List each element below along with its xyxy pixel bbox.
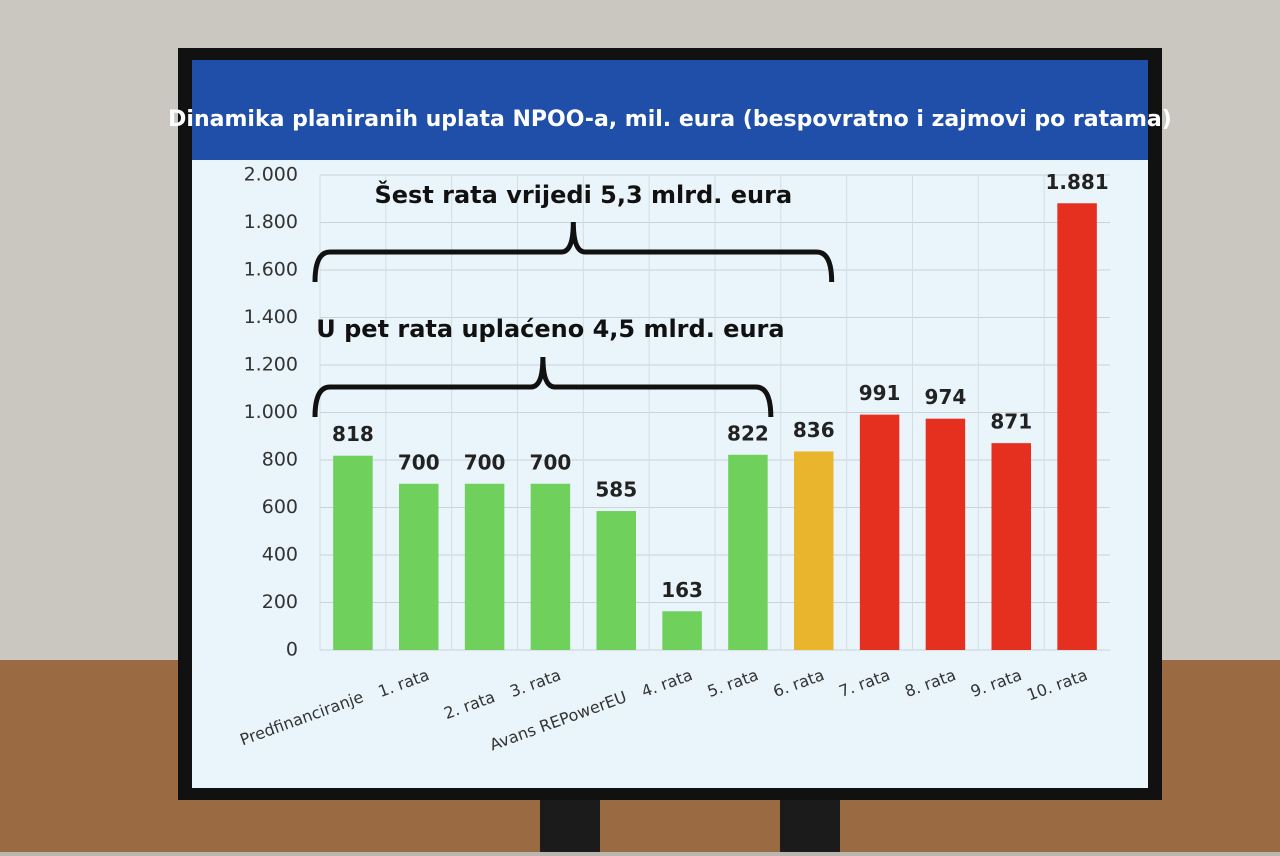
y-tick-label: 1.800 bbox=[244, 211, 298, 233]
value-label: 700 bbox=[464, 450, 506, 474]
bar bbox=[333, 455, 373, 650]
bar bbox=[925, 418, 966, 650]
y-tick-label: 800 bbox=[262, 449, 298, 471]
bar bbox=[596, 511, 636, 650]
y-tick-label: 2.000 bbox=[244, 164, 298, 186]
bar bbox=[1057, 203, 1097, 650]
bar bbox=[794, 451, 834, 650]
value-label: 700 bbox=[398, 450, 440, 474]
bar bbox=[728, 454, 768, 650]
annotation: U pet rata uplaćeno 4,5 mlrd. eura bbox=[316, 315, 784, 343]
value-label: 818 bbox=[332, 422, 374, 446]
brace bbox=[312, 221, 835, 283]
title-bar bbox=[192, 60, 1148, 160]
value-label: 991 bbox=[859, 381, 901, 405]
brace bbox=[312, 356, 774, 418]
screen bbox=[192, 60, 1148, 788]
value-label: 163 bbox=[661, 578, 703, 602]
y-tick-label: 400 bbox=[262, 544, 298, 566]
annotation: Šest rata vrijedi 5,3 mlrd. eura bbox=[374, 179, 792, 209]
value-label: 836 bbox=[793, 418, 835, 442]
value-label: 822 bbox=[727, 421, 769, 445]
y-tick-label: 1.600 bbox=[244, 259, 298, 281]
value-label: 1.881 bbox=[1045, 170, 1108, 194]
value-label: 585 bbox=[595, 478, 637, 502]
bar bbox=[991, 443, 1031, 650]
y-tick-label: 600 bbox=[262, 496, 298, 518]
y-tick-label: 1.000 bbox=[244, 401, 298, 423]
y-tick-label: 1.400 bbox=[244, 306, 298, 328]
bar bbox=[530, 483, 571, 650]
value-label: 700 bbox=[530, 450, 572, 474]
y-tick-label: 1.200 bbox=[244, 354, 298, 376]
value-label: 974 bbox=[925, 385, 967, 409]
y-tick-label: 0 bbox=[286, 639, 298, 661]
y-tick-label: 200 bbox=[262, 591, 298, 613]
bar bbox=[662, 611, 702, 650]
bar bbox=[464, 483, 505, 650]
bar bbox=[399, 483, 439, 650]
chart-title: Dinamika planiranih uplata NPOO-a, mil. … bbox=[168, 107, 1172, 132]
bar bbox=[859, 414, 900, 650]
value-label: 871 bbox=[990, 410, 1032, 434]
